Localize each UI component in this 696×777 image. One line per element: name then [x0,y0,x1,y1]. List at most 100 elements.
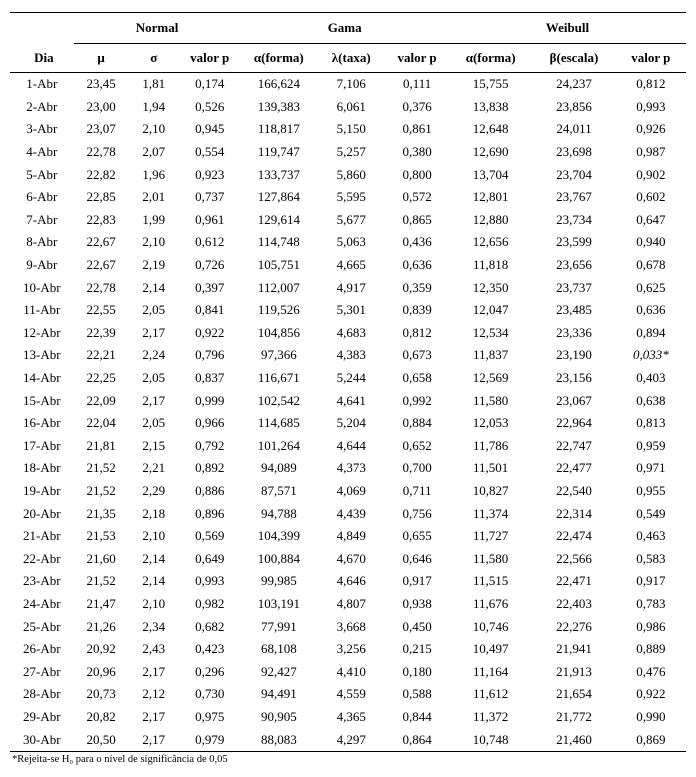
cell-alpha-forma2: 11,676 [449,593,532,616]
table-row: 27-Abr20,962,170,29692,4274,4100,18011,1… [10,660,686,683]
cell-lambda-taxa: 4,439 [317,502,385,525]
cell-beta-escala: 23,856 [532,96,615,119]
cell-lambda-taxa: 5,677 [317,209,385,232]
table-row: 15-Abr22,092,170,999102,5424,6410,99211,… [10,389,686,412]
table-body: 1-Abr23,451,810,174166,6247,1060,11115,7… [10,73,686,752]
cell-p2: 0,711 [385,480,449,503]
cell-lambda-taxa: 5,301 [317,299,385,322]
group-empty [10,13,74,44]
cell-p3: 0,636 [616,299,686,322]
cell-sigma: 2,17 [129,389,179,412]
cell-alpha-forma: 105,751 [240,254,317,277]
cell-sigma: 1,81 [129,73,179,96]
cell-lambda-taxa: 4,559 [317,683,385,706]
cell-alpha-forma2: 13,704 [449,163,532,186]
table-row: 20-Abr21,352,180,89694,7884,4390,75611,3… [10,502,686,525]
cell-p1: 0,569 [179,525,240,548]
cell-alpha-forma: 102,542 [240,389,317,412]
cell-sigma: 2,12 [129,683,179,706]
cell-beta-escala: 23,767 [532,186,615,209]
table-row: 30-Abr20,502,170,97988,0834,2970,86410,7… [10,728,686,751]
cell-mu: 21,81 [74,435,129,458]
group-normal: Normal [74,13,241,44]
cell-p2: 0,588 [385,683,449,706]
cell-lambda-taxa: 4,807 [317,593,385,616]
cell-dia: 21-Abr [10,525,74,548]
cell-alpha-forma: 87,571 [240,480,317,503]
cell-p2: 0,436 [385,231,449,254]
cell-p2: 0,673 [385,344,449,367]
cell-dia: 19-Abr [10,480,74,503]
cell-beta-escala: 21,913 [532,660,615,683]
cell-mu: 21,60 [74,547,129,570]
cell-alpha-forma2: 12,880 [449,209,532,232]
cell-mu: 23,00 [74,96,129,119]
cell-dia: 22-Abr [10,547,74,570]
table-row: 11-Abr22,552,050,841119,5265,3010,83912,… [10,299,686,322]
cell-lambda-taxa: 5,244 [317,367,385,390]
cell-lambda-taxa: 7,106 [317,73,385,96]
cell-sigma: 1,99 [129,209,179,232]
cell-p3: 0,476 [616,660,686,683]
cell-mu: 22,78 [74,141,129,164]
col-alpha-forma: α(forma) [240,44,317,73]
col-beta-escala: β(escala) [532,44,615,73]
cell-p3: 0,926 [616,118,686,141]
table-row: 29-Abr20,822,170,97590,9054,3650,84411,3… [10,706,686,729]
cell-p3: 0,602 [616,186,686,209]
cell-dia: 25-Abr [10,615,74,638]
cell-dia: 29-Abr [10,706,74,729]
cell-alpha-forma2: 12,656 [449,231,532,254]
cell-lambda-taxa: 4,410 [317,660,385,683]
cell-alpha-forma: 119,747 [240,141,317,164]
table-row: 17-Abr21,812,150,792101,2644,6440,65211,… [10,435,686,458]
cell-p1: 0,554 [179,141,240,164]
cell-dia: 20-Abr [10,502,74,525]
table-row: 8-Abr22,672,100,612114,7485,0630,43612,6… [10,231,686,254]
col-p1: valor p [179,44,240,73]
cell-p2: 0,215 [385,638,449,661]
cell-beta-escala: 23,190 [532,344,615,367]
cell-beta-escala: 23,485 [532,299,615,322]
cell-sigma: 2,05 [129,412,179,435]
table-row: 10-Abr22,782,140,397112,0074,9170,35912,… [10,276,686,299]
cell-p3: 0,783 [616,593,686,616]
cell-sigma: 2,05 [129,299,179,322]
cell-p3: 0,813 [616,412,686,435]
cell-lambda-taxa: 3,668 [317,615,385,638]
cell-p1: 0,796 [179,344,240,367]
cell-alpha-forma: 88,083 [240,728,317,751]
cell-dia: 17-Abr [10,435,74,458]
cell-alpha-forma2: 15,755 [449,73,532,96]
cell-dia: 8-Abr [10,231,74,254]
table-row: 28-Abr20,732,120,73094,4914,5590,58811,6… [10,683,686,706]
table-row: 16-Abr22,042,050,966114,6855,2040,88412,… [10,412,686,435]
cell-lambda-taxa: 5,150 [317,118,385,141]
cell-p1: 0,961 [179,209,240,232]
cell-sigma: 2,14 [129,276,179,299]
cell-sigma: 2,18 [129,502,179,525]
cell-p1: 0,726 [179,254,240,277]
cell-lambda-taxa: 6,061 [317,96,385,119]
cell-p1: 0,975 [179,706,240,729]
cell-mu: 21,35 [74,502,129,525]
cell-p2: 0,450 [385,615,449,638]
cell-mu: 20,96 [74,660,129,683]
cell-alpha-forma: 94,491 [240,683,317,706]
cell-beta-escala: 21,772 [532,706,615,729]
cell-alpha-forma2: 11,580 [449,389,532,412]
table-row: 13-Abr22,212,240,79697,3664,3830,67311,8… [10,344,686,367]
cell-p1: 0,730 [179,683,240,706]
cell-p1: 0,174 [179,73,240,96]
cell-p3: 0,993 [616,96,686,119]
table-row: 4-Abr22,782,070,554119,7475,2570,38012,6… [10,141,686,164]
cell-mu: 22,67 [74,254,129,277]
table-row: 1-Abr23,451,810,174166,6247,1060,11115,7… [10,73,686,96]
cell-p2: 0,111 [385,73,449,96]
cell-mu: 21,52 [74,480,129,503]
cell-p2: 0,864 [385,728,449,751]
cell-sigma: 2,01 [129,186,179,209]
cell-p3: 0,403 [616,367,686,390]
cell-p1: 0,999 [179,389,240,412]
cell-p1: 0,737 [179,186,240,209]
